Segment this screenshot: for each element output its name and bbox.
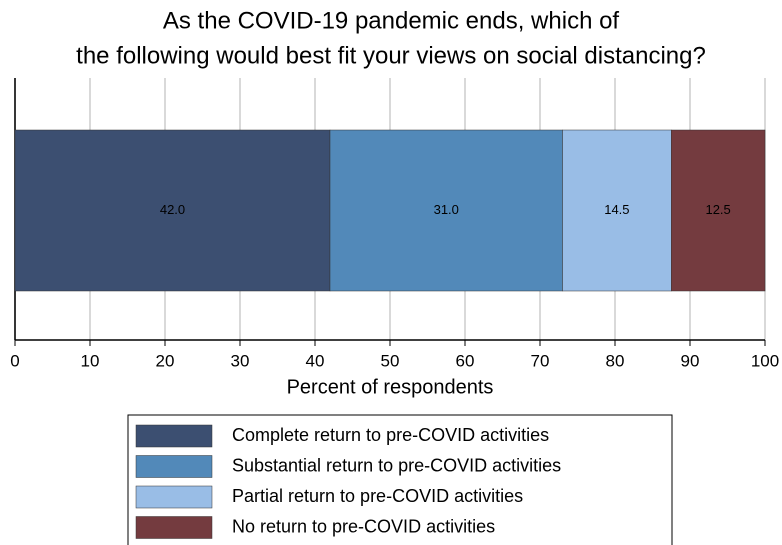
x-tick-label: 70 [531,351,550,370]
chart-title: the following would best fit your views … [76,42,706,69]
legend-label: Partial return to pre-COVID activities [232,486,523,506]
data-label: 14.5 [604,202,629,217]
legend-label: Substantial return to pre-COVID activiti… [232,455,561,475]
data-label: 12.5 [705,202,730,217]
legend-box [127,414,673,545]
x-tick-label: 100 [751,351,779,370]
x-tick-label: 30 [231,351,250,370]
chart-title: As the COVID-19 pandemic ends, which of [163,7,620,34]
x-tick-label: 20 [156,351,175,370]
x-tick-label: 60 [456,351,475,370]
data-label: 42.0 [160,202,185,217]
x-tick-label: 90 [681,351,700,370]
bar-segment [562,129,672,292]
x-tick-label: 50 [381,351,400,370]
bar-segment [329,129,563,292]
x-axis-label: Percent of respondents [287,376,494,398]
bar-segment [671,129,766,292]
x-tick-label: 40 [306,351,325,370]
legend-label: Complete return to pre-COVID activities [232,425,549,445]
x-tick-label: 10 [81,351,100,370]
legend-swatch [135,485,213,509]
legend-swatch [135,455,213,478]
bar-segment [14,129,331,292]
legend-swatch [135,516,213,539]
data-label: 31.0 [434,202,459,217]
x-tick-label: 0 [10,351,19,370]
x-tick-label: 80 [606,351,625,370]
legend-label: No return to pre-COVID activities [232,516,495,536]
legend-swatch [135,424,213,448]
